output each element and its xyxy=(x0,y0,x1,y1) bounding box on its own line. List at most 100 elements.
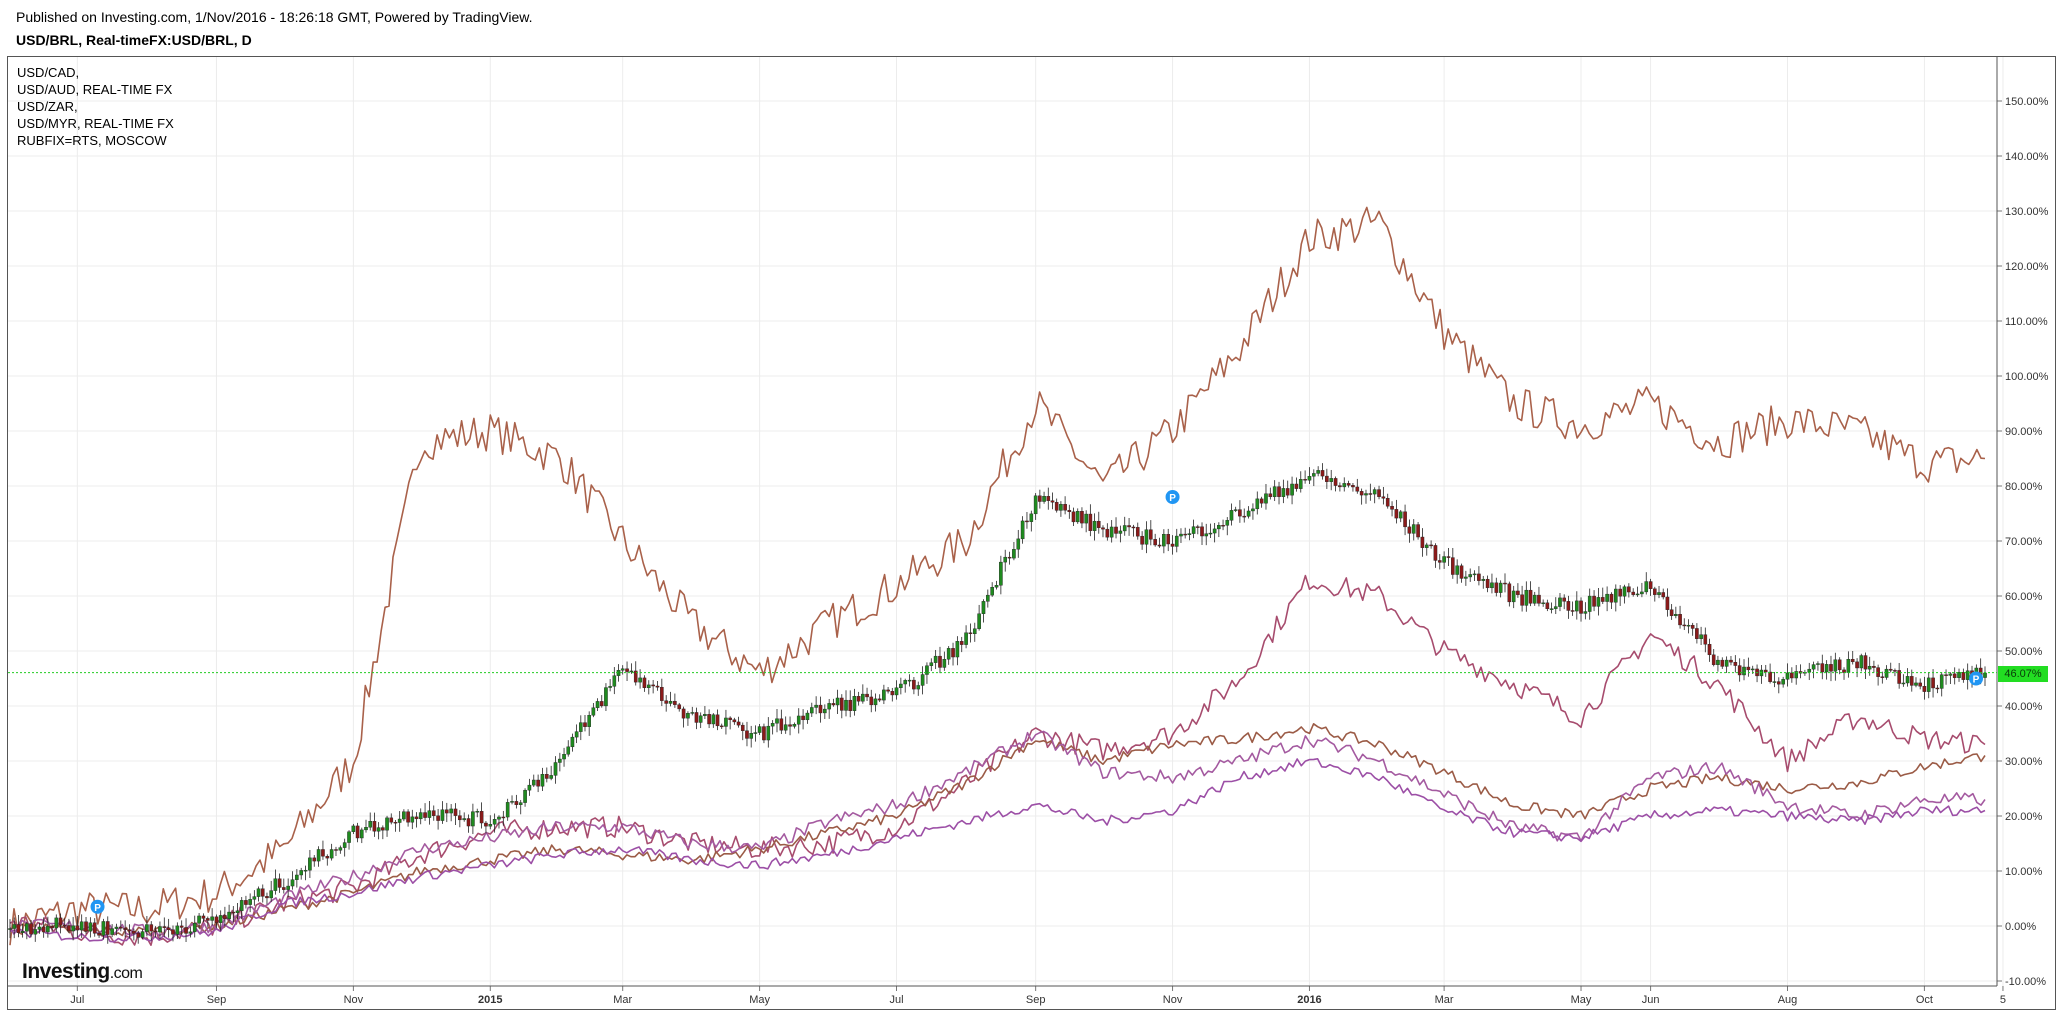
brl-candle-up xyxy=(79,921,84,931)
brl-candle-up xyxy=(1029,513,1034,522)
brl-candle-down xyxy=(1381,496,1386,499)
brl-candle-up xyxy=(1255,498,1260,510)
brl-candle-up xyxy=(1490,582,1494,589)
brl-candle-down xyxy=(372,821,377,832)
legend-entry-aud[interactable]: USD/AUD, REAL-TIME FX xyxy=(17,82,173,97)
brl-candle-up xyxy=(88,922,93,932)
brl-candle-up xyxy=(342,842,347,848)
brl-candle-down xyxy=(166,927,171,930)
current-value-tag: 46.07% xyxy=(1998,666,2048,682)
aud-series-line xyxy=(9,730,1986,937)
brl-candle-up xyxy=(1316,470,1320,474)
brl-candle-down xyxy=(673,700,677,705)
brl-candle-down xyxy=(625,668,629,672)
brl-candle-up xyxy=(192,923,197,933)
brl-candle-up xyxy=(873,698,878,706)
brl-candle-down xyxy=(431,810,436,816)
brl-candle-down xyxy=(856,696,861,702)
brl-candle-up xyxy=(1442,556,1446,563)
brl-candle-down xyxy=(1520,594,1524,606)
brl-candle-down xyxy=(1665,596,1670,610)
brl-candle-up xyxy=(929,662,934,666)
brl-candle-up xyxy=(1174,535,1179,547)
brl-candle-up xyxy=(1225,520,1230,526)
brl-candle-up xyxy=(835,697,840,706)
brl-candle-up xyxy=(955,641,960,658)
brl-candle-up xyxy=(1816,663,1820,665)
brl-candle-down xyxy=(1446,556,1451,558)
brl-candle-down xyxy=(119,926,123,929)
brl-candle-up xyxy=(449,808,453,814)
brl-candle-up xyxy=(385,817,389,831)
x-tick-label: Jun xyxy=(1642,994,1660,1006)
x-tick-label: May xyxy=(749,994,770,1006)
brl-candle-up xyxy=(1411,524,1416,534)
brl-candle-down xyxy=(694,712,699,723)
brl-candle-down xyxy=(153,930,158,933)
brl-candle-down xyxy=(1333,478,1338,486)
brl-candle-up xyxy=(1524,589,1529,606)
brl-candle-down xyxy=(1729,659,1733,663)
brl-candle-down xyxy=(127,929,132,932)
brl-candle-up xyxy=(145,924,149,932)
brl-candle-up xyxy=(1622,586,1627,597)
brl-candle-up xyxy=(402,811,406,820)
brl-candle-up xyxy=(338,847,343,851)
brl-candle-up xyxy=(792,724,797,727)
brl-candle-up xyxy=(1511,590,1516,603)
brl-candle-down xyxy=(762,726,766,741)
legend-entry-cad[interactable]: USD/CAD, xyxy=(17,65,80,80)
legend-entry-rub[interactable]: RUBFIX=RTS, MOSCOW xyxy=(17,133,167,148)
brl-candle-down xyxy=(223,915,227,919)
brl-candle-down xyxy=(1935,687,1940,690)
brl-candle-down xyxy=(1537,594,1541,604)
brl-candle-down xyxy=(231,911,236,914)
brl-candle-down xyxy=(67,925,71,932)
brl-candle-down xyxy=(389,817,394,823)
brl-candle-up xyxy=(1575,600,1579,612)
brl-candle-up xyxy=(1364,493,1368,496)
brl-candle-down xyxy=(1720,659,1725,667)
legend-entry-zar[interactable]: USD/ZAR, xyxy=(17,99,78,114)
brl-candle-up xyxy=(558,758,562,763)
brl-candle-down xyxy=(1394,509,1399,519)
brl-candle-up xyxy=(1329,478,1334,482)
brl-candle-up xyxy=(329,849,334,859)
brl-candle-down xyxy=(244,900,248,905)
brl-candle-up xyxy=(505,802,510,818)
brl-candle-up xyxy=(239,900,244,911)
brl-candle-down xyxy=(1429,544,1433,547)
brl-candle-down xyxy=(1790,672,1794,679)
brl-candle-up xyxy=(1204,533,1209,537)
brl-candle-down xyxy=(1931,677,1935,689)
brl-candle-down xyxy=(1678,614,1682,626)
brl-candle-down xyxy=(1909,676,1914,686)
brl-candle-down xyxy=(633,670,638,683)
brl-candle-down xyxy=(1259,498,1264,504)
chart-frame[interactable] xyxy=(7,56,2056,1010)
brl-candle-up xyxy=(562,754,566,760)
brl-candle-up xyxy=(1016,538,1021,550)
brl-candle-down xyxy=(75,925,80,931)
brl-candle-up xyxy=(397,818,402,823)
brl-candle-down xyxy=(1829,664,1833,672)
brl-candle-down xyxy=(1238,509,1242,517)
brl-candle-down xyxy=(1893,670,1897,672)
brl-candle-down xyxy=(1131,526,1136,529)
brl-candle-down xyxy=(1451,557,1455,575)
y-tick-label: 10.00% xyxy=(2005,866,2043,878)
myr-series-line xyxy=(9,758,1986,943)
brl-candle-up xyxy=(981,601,986,614)
brl-candle-down xyxy=(406,811,410,823)
brl-candle-down xyxy=(171,929,175,935)
legend-entry-myr[interactable]: USD/MYR, REAL-TIME FX xyxy=(17,116,174,131)
brl-candle-up xyxy=(1398,511,1403,519)
brl-candle-up xyxy=(1144,529,1149,545)
brl-candle-up xyxy=(1281,488,1286,497)
brl-candle-down xyxy=(136,932,141,938)
brl-candle-down xyxy=(1166,534,1171,545)
brl-candle-up xyxy=(110,928,114,935)
brl-candle-up xyxy=(1716,659,1720,665)
brl-candle-up xyxy=(12,924,17,929)
